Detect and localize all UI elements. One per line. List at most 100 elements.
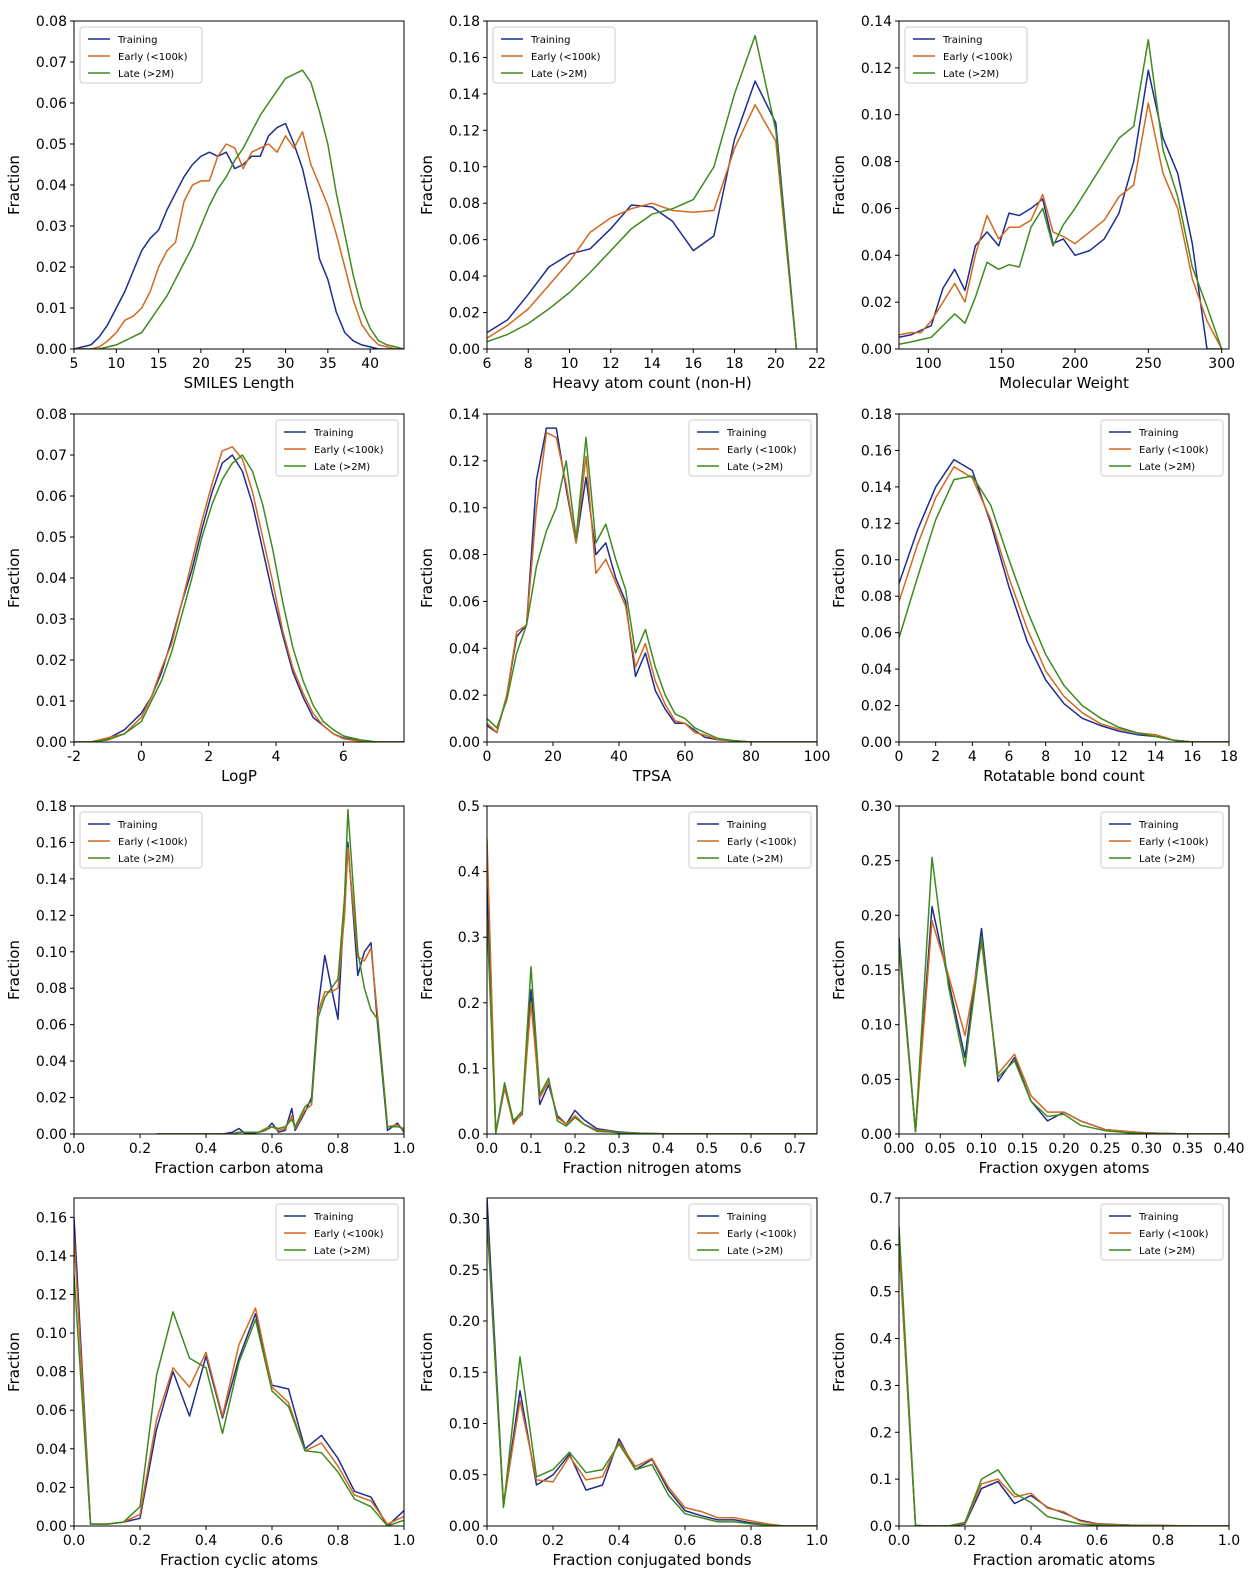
x-tick-label: 0.2 [129,1533,151,1549]
x-tick: 0.4 [652,1134,674,1157]
x-tick-label: 6 [1005,749,1014,765]
x-tick: 0.0 [476,1134,498,1157]
y-tick-label: 0.12 [36,908,67,924]
x-axis-label: Fraction conjugated bonds [553,1551,752,1569]
x-tick-label: 0.2 [564,1141,586,1157]
y-tick: 0.04 [861,248,899,264]
y-tick-label: 0.15 [861,963,892,979]
y-tick: 0.00 [449,735,487,751]
x-tick-label: 0.8 [327,1141,349,1157]
x-tick: 0.30 [1131,1134,1162,1157]
y-axis-label: Fraction [418,155,436,215]
y-tick: 0.08 [36,14,74,30]
y-tick-label: 0.14 [36,1249,67,1265]
legend-label: Early (<100k) [727,837,797,848]
x-tick-label: 1.0 [393,1533,415,1549]
x-tick-label: 0.6 [740,1141,762,1157]
series-line-early-100k [899,920,1229,1134]
x-tick-label: 12 [602,356,620,372]
y-tick: 0.14 [861,480,899,496]
x-tick: 0.2 [129,1134,151,1157]
x-axis-label: SMILES Length [184,374,295,392]
y-tick-label: 0.00 [449,1519,480,1535]
y-tick: 0.16 [449,50,487,66]
y-tick: 0.02 [449,306,487,322]
x-tick-label: 0.4 [608,1533,630,1549]
x-tick: 5 [70,349,78,372]
x-tick: 8 [524,349,533,372]
y-tick: 0.10 [449,160,487,176]
y-tick: 0.03 [36,612,74,628]
x-tick: 60 [676,742,694,765]
y-tick: 0.2 [870,1425,899,1441]
x-tick-label: 0.4 [652,1141,674,1157]
y-tick: 0.12 [36,1287,74,1303]
y-tick-label: 0.16 [449,50,480,66]
series-line-late-2m [487,436,817,742]
series-line-late-2m [487,34,798,349]
legend-item: Early (<100k) [697,445,797,456]
x-tick: 35 [319,349,337,372]
y-tick-label: 0.05 [36,530,67,546]
x-tick-label: 0 [895,749,904,765]
x-tick-label: 0.15 [1007,1141,1038,1157]
legend-item: Late (>2M) [697,854,783,865]
x-tick-label: 150 [988,356,1015,372]
chart-panel-9: 0.0 0.2 0.4 0.6 0.8 1.0 0.00 0.02 0.04 0.06 0.08 0.… [5,1197,415,1569]
legend-item: Training [501,35,570,46]
x-tick-label: 300 [1208,356,1235,372]
x-tick-label: 10 [1073,749,1091,765]
y-tick: 0.12 [861,516,899,532]
y-tick: 0.1 [870,1472,899,1488]
x-tick-label: 4 [968,749,977,765]
y-axis-label: Fraction [5,1332,23,1392]
y-tick-label: 0.01 [36,301,67,317]
series-line-early-100k [899,102,1223,349]
y-axis-label: Fraction [5,155,23,215]
y-tick-label: 0.16 [36,1210,67,1226]
plot-frame [73,1197,405,1527]
series-line-training [74,122,404,349]
x-tick-label: 8 [524,356,533,372]
y-tick-label: 0.16 [861,443,892,459]
legend: Training Early (<100k) Late (>2M) [1100,419,1224,477]
y-tick-label: 0.1 [870,1472,892,1488]
x-tick: 0.0 [476,1526,498,1549]
legend: Training Early (<100k) Late (>2M) [79,811,203,869]
y-tick: 0.10 [861,108,899,124]
y-tick-label: 0.10 [861,108,892,124]
x-tick: 0.0 [63,1134,85,1157]
y-tick-label: 0.14 [449,407,480,423]
y-tick: 0.18 [36,799,74,815]
x-tick-label: 0.4 [1020,1533,1042,1549]
series-line-early-100k [487,104,798,349]
x-tick: 0.4 [195,1526,217,1549]
legend: Training Early (<100k) Late (>2M) [492,26,616,84]
series-line-training [899,905,1229,1134]
x-tick-label: 0.7 [784,1141,806,1157]
y-tick-label: 0.08 [861,155,892,171]
y-tick-label: 0.07 [36,55,67,71]
legend-label: Training [726,820,766,831]
legend-item: Late (>2M) [1109,854,1195,865]
y-tick: 0.01 [36,694,74,710]
legend-box [79,26,203,84]
chart-panel-11: 0.0 0.2 0.4 0.6 0.8 1.0 0.0 0.1 0.2 0.3 0.4 0.5 0.6 0… [830,1191,1240,1569]
x-tick-label: 0.35 [1172,1141,1203,1157]
x-tick-label: 0.2 [954,1533,976,1549]
y-tick: 0.20 [861,908,899,924]
y-tick: 0.7 [870,1191,899,1207]
legend-label: Training [313,1212,353,1223]
y-tick: 0.0 [458,1127,487,1143]
x-tick: 16 [684,349,702,372]
legend-item: Late (>2M) [697,1246,783,1257]
y-tick-label: 0.02 [861,295,892,311]
y-tick-label: 0.00 [861,1127,892,1143]
series-line-late-2m [74,1275,404,1526]
x-tick-label: 0.05 [925,1141,956,1157]
x-axis-label: Heavy atom count (non-H) [552,374,752,392]
legend: Training Early (<100k) Late (>2M) [688,811,812,869]
legend-item: Training [1109,428,1178,439]
x-tick-label: 0.3 [608,1141,630,1157]
